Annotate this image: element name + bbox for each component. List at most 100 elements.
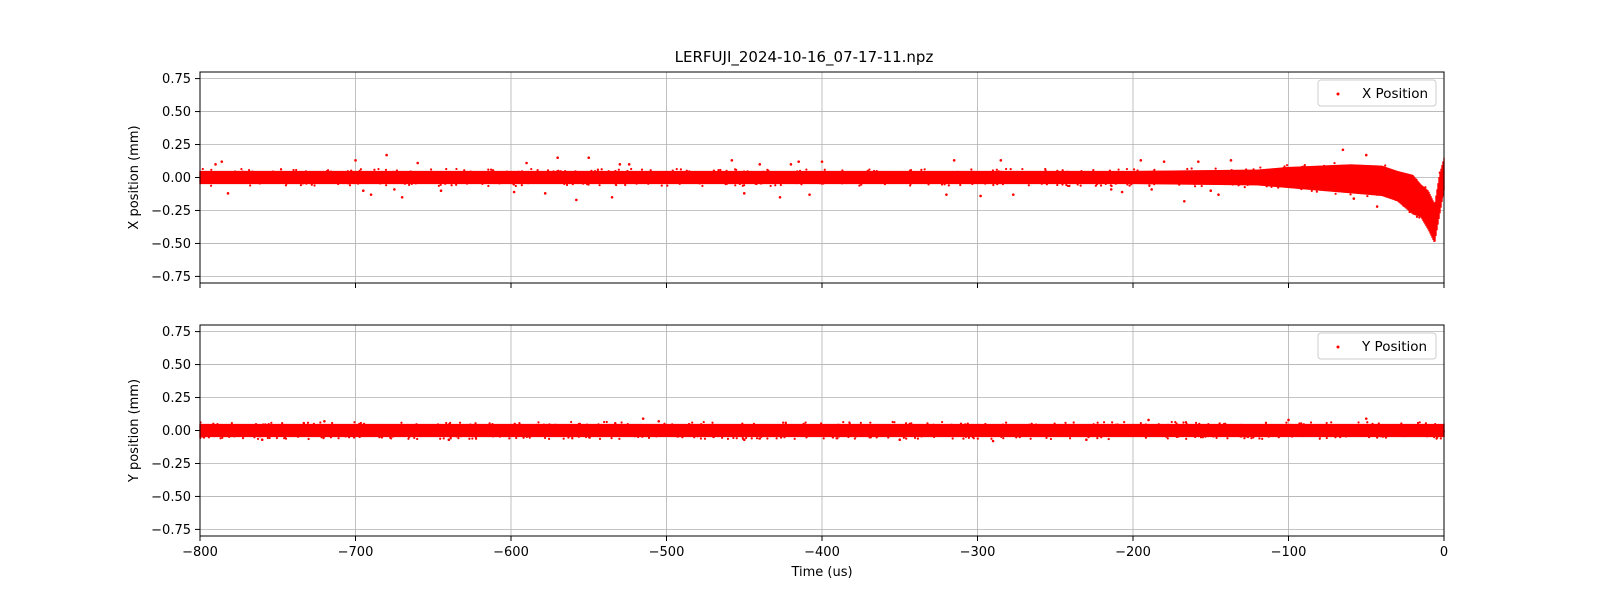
data-point: [709, 180, 712, 184]
data-point: [252, 425, 255, 428]
data-point: [546, 169, 550, 172]
data-point: [1425, 435, 1429, 438]
data-point: [596, 168, 600, 171]
data-point: [302, 421, 305, 425]
data-point: [404, 178, 407, 181]
data-point: [537, 176, 540, 179]
data-point: [684, 431, 687, 434]
data-point: [1086, 431, 1090, 434]
data-point: [332, 433, 335, 436]
data-point: [711, 432, 714, 435]
data-point: [1034, 181, 1037, 184]
data-point: [481, 173, 484, 176]
data-point: [268, 436, 271, 440]
data-point: [1301, 165, 1304, 168]
data-point: [516, 175, 519, 178]
data-point: [1392, 181, 1396, 184]
data-point: [878, 181, 881, 185]
data-point: [438, 172, 441, 176]
data-point: [1016, 177, 1020, 180]
data-point: [222, 171, 225, 174]
data-point: [564, 170, 567, 173]
data-point: [1153, 168, 1156, 171]
data-point: [647, 182, 650, 185]
data-point: [601, 431, 605, 434]
data-point: [285, 182, 288, 185]
data-point: [774, 172, 777, 175]
data-point: [580, 172, 583, 176]
data-point: [770, 181, 773, 184]
data-point: [1231, 183, 1234, 186]
data-point: [260, 179, 263, 182]
data-point: [999, 159, 1003, 162]
data-point: [358, 422, 361, 426]
data-point: [1289, 428, 1292, 431]
data-point: [858, 180, 861, 183]
data-point: [633, 175, 637, 178]
data-point: [1388, 192, 1391, 195]
data-point: [1179, 171, 1182, 174]
data-point: [476, 423, 479, 427]
data-point: [616, 424, 619, 427]
data-point: [375, 174, 378, 178]
data-point: [230, 172, 233, 175]
data-point: [1028, 433, 1032, 436]
data-point: [626, 423, 629, 426]
y-tick-label: 0.50: [162, 358, 191, 373]
data-point: [988, 177, 991, 181]
data-point: [1302, 423, 1305, 426]
data-point: [540, 428, 543, 431]
data-point: [1078, 427, 1081, 430]
data-point: [392, 170, 395, 173]
data-point: [1246, 183, 1249, 187]
data-point: [598, 177, 601, 180]
data-point: [622, 173, 626, 176]
data-point: [233, 435, 236, 438]
data-point: [911, 176, 914, 179]
data-point: [1366, 170, 1369, 174]
data-point: [1438, 202, 1441, 205]
data-point: [1125, 428, 1128, 431]
data-point: [1138, 434, 1142, 437]
data-point: [676, 435, 680, 438]
data-point: [242, 434, 245, 438]
data-point: [804, 428, 808, 431]
data-point: [1257, 172, 1260, 175]
data-point: [1382, 171, 1385, 175]
data-point: [215, 432, 218, 435]
data-point: [1066, 176, 1069, 179]
data-point: [1057, 175, 1060, 178]
data-point: [946, 429, 949, 432]
data-point: [344, 180, 348, 183]
data-point: [981, 432, 984, 436]
data-point: [238, 179, 241, 182]
data-point: [1003, 172, 1006, 176]
data-point: [220, 160, 224, 163]
data-point: [724, 434, 727, 437]
data-point: [1076, 178, 1079, 181]
y-axis-label: Y position (mm): [127, 379, 142, 483]
data-point: [652, 432, 655, 435]
data-point: [437, 427, 440, 430]
data-point: [1320, 180, 1323, 183]
data-point: [1027, 180, 1030, 183]
data-point: [517, 170, 520, 173]
data-point: [324, 171, 327, 174]
data-point: [1072, 426, 1075, 429]
data-point: [458, 178, 461, 181]
data-point: [971, 182, 974, 186]
data-point: [329, 426, 332, 429]
data-point: [1373, 429, 1376, 432]
data-point: [883, 180, 886, 183]
data-point: [1170, 420, 1173, 424]
data-point: [740, 172, 743, 175]
data-point: [963, 426, 967, 430]
data-point: [742, 192, 746, 195]
data-point: [292, 178, 295, 181]
data-point: [474, 422, 477, 425]
data-point: [1090, 175, 1093, 178]
data-point: [752, 422, 756, 425]
data-point: [560, 175, 563, 178]
data-point: [510, 430, 513, 434]
data-point: [337, 437, 340, 440]
